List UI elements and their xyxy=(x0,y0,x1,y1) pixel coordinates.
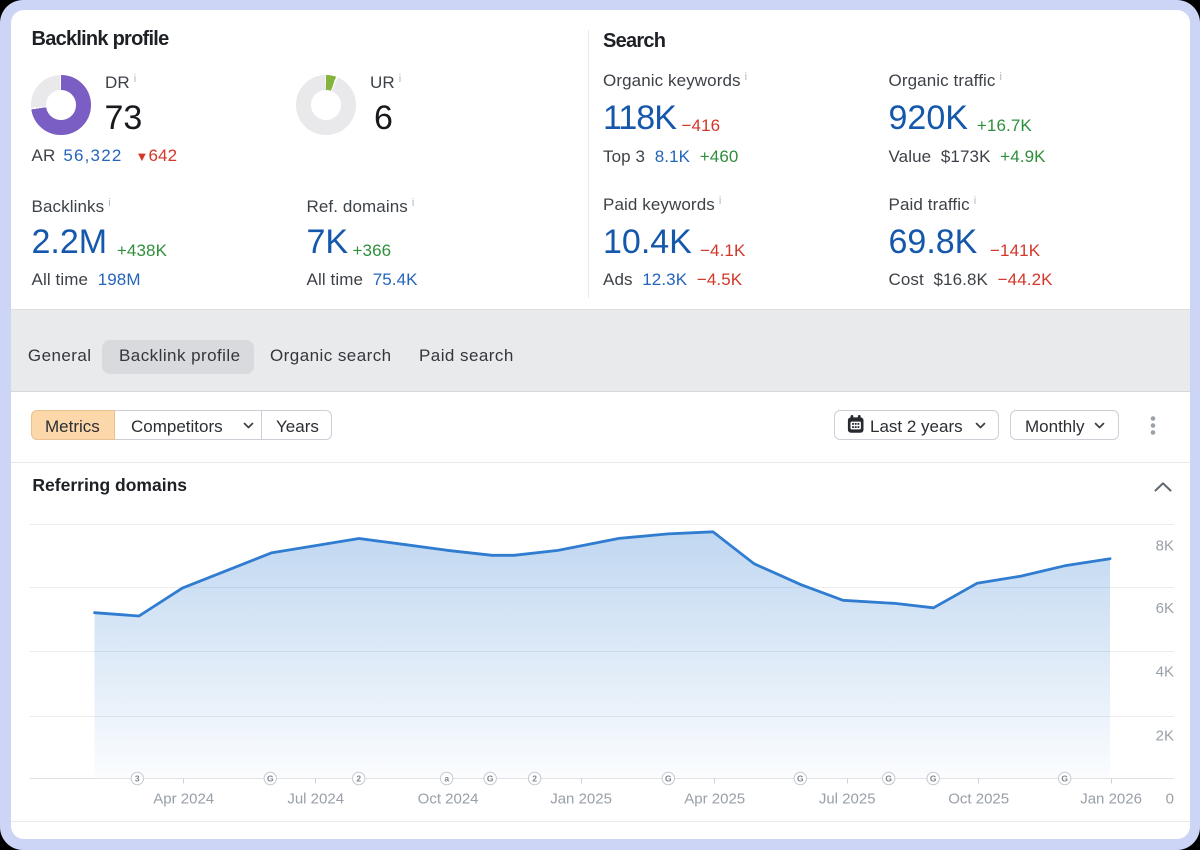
svg-text:G: G xyxy=(487,774,494,784)
svg-text:G: G xyxy=(797,774,804,784)
svg-text:G: G xyxy=(885,774,892,784)
svg-text:6K: 6K xyxy=(1156,600,1174,617)
svg-text:4K: 4K xyxy=(1156,664,1174,681)
svg-text:G: G xyxy=(1061,774,1068,784)
svg-text:Jul 2025: Jul 2025 xyxy=(819,791,876,808)
svg-text:2: 2 xyxy=(532,774,537,784)
svg-text:Oct 2025: Oct 2025 xyxy=(948,791,1009,808)
svg-text:Jan 2025: Jan 2025 xyxy=(550,791,612,808)
svg-text:Jan 2026: Jan 2026 xyxy=(1080,791,1142,808)
svg-text:G: G xyxy=(267,774,274,784)
svg-text:3: 3 xyxy=(135,774,140,784)
svg-text:G: G xyxy=(665,774,672,784)
svg-text:2: 2 xyxy=(356,774,361,784)
svg-text:8K: 8K xyxy=(1156,538,1174,555)
svg-text:2K: 2K xyxy=(1156,728,1174,745)
svg-text:0: 0 xyxy=(1166,791,1174,808)
svg-text:G: G xyxy=(930,774,937,784)
svg-text:Oct 2024: Oct 2024 xyxy=(418,791,479,808)
svg-text:Apr 2024: Apr 2024 xyxy=(153,791,214,808)
svg-text:a: a xyxy=(444,774,449,784)
svg-text:Apr 2025: Apr 2025 xyxy=(684,791,745,808)
svg-text:Jul 2024: Jul 2024 xyxy=(287,791,344,808)
